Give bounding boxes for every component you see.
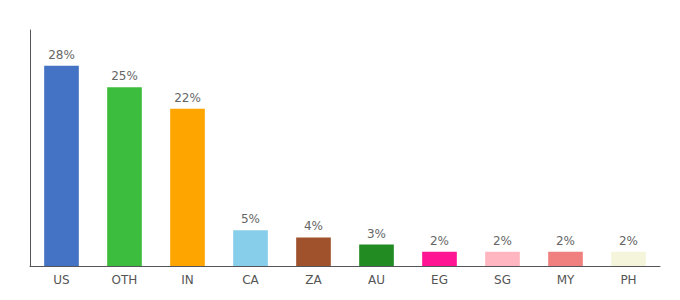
svg-text:25%: 25% <box>111 69 138 83</box>
svg-text:SG: SG <box>494 273 511 287</box>
svg-text:4%: 4% <box>304 219 323 233</box>
svg-text:PH: PH <box>620 273 636 287</box>
svg-text:AU: AU <box>368 273 385 287</box>
svg-text:28%: 28% <box>48 48 75 62</box>
svg-text:CA: CA <box>242 273 259 287</box>
svg-text:EG: EG <box>431 273 448 287</box>
svg-text:2%: 2% <box>556 234 575 248</box>
svg-text:MY: MY <box>557 273 575 287</box>
svg-text:US: US <box>53 273 69 287</box>
svg-text:IN: IN <box>181 273 194 287</box>
svg-text:2%: 2% <box>619 234 638 248</box>
svg-text:3%: 3% <box>367 227 386 241</box>
svg-text:2%: 2% <box>493 234 512 248</box>
svg-text:2%: 2% <box>430 234 449 248</box>
svg-text:OTH: OTH <box>112 273 138 287</box>
svg-text:5%: 5% <box>241 212 260 226</box>
svg-text:22%: 22% <box>174 91 201 105</box>
svg-text:ZA: ZA <box>305 273 322 287</box>
